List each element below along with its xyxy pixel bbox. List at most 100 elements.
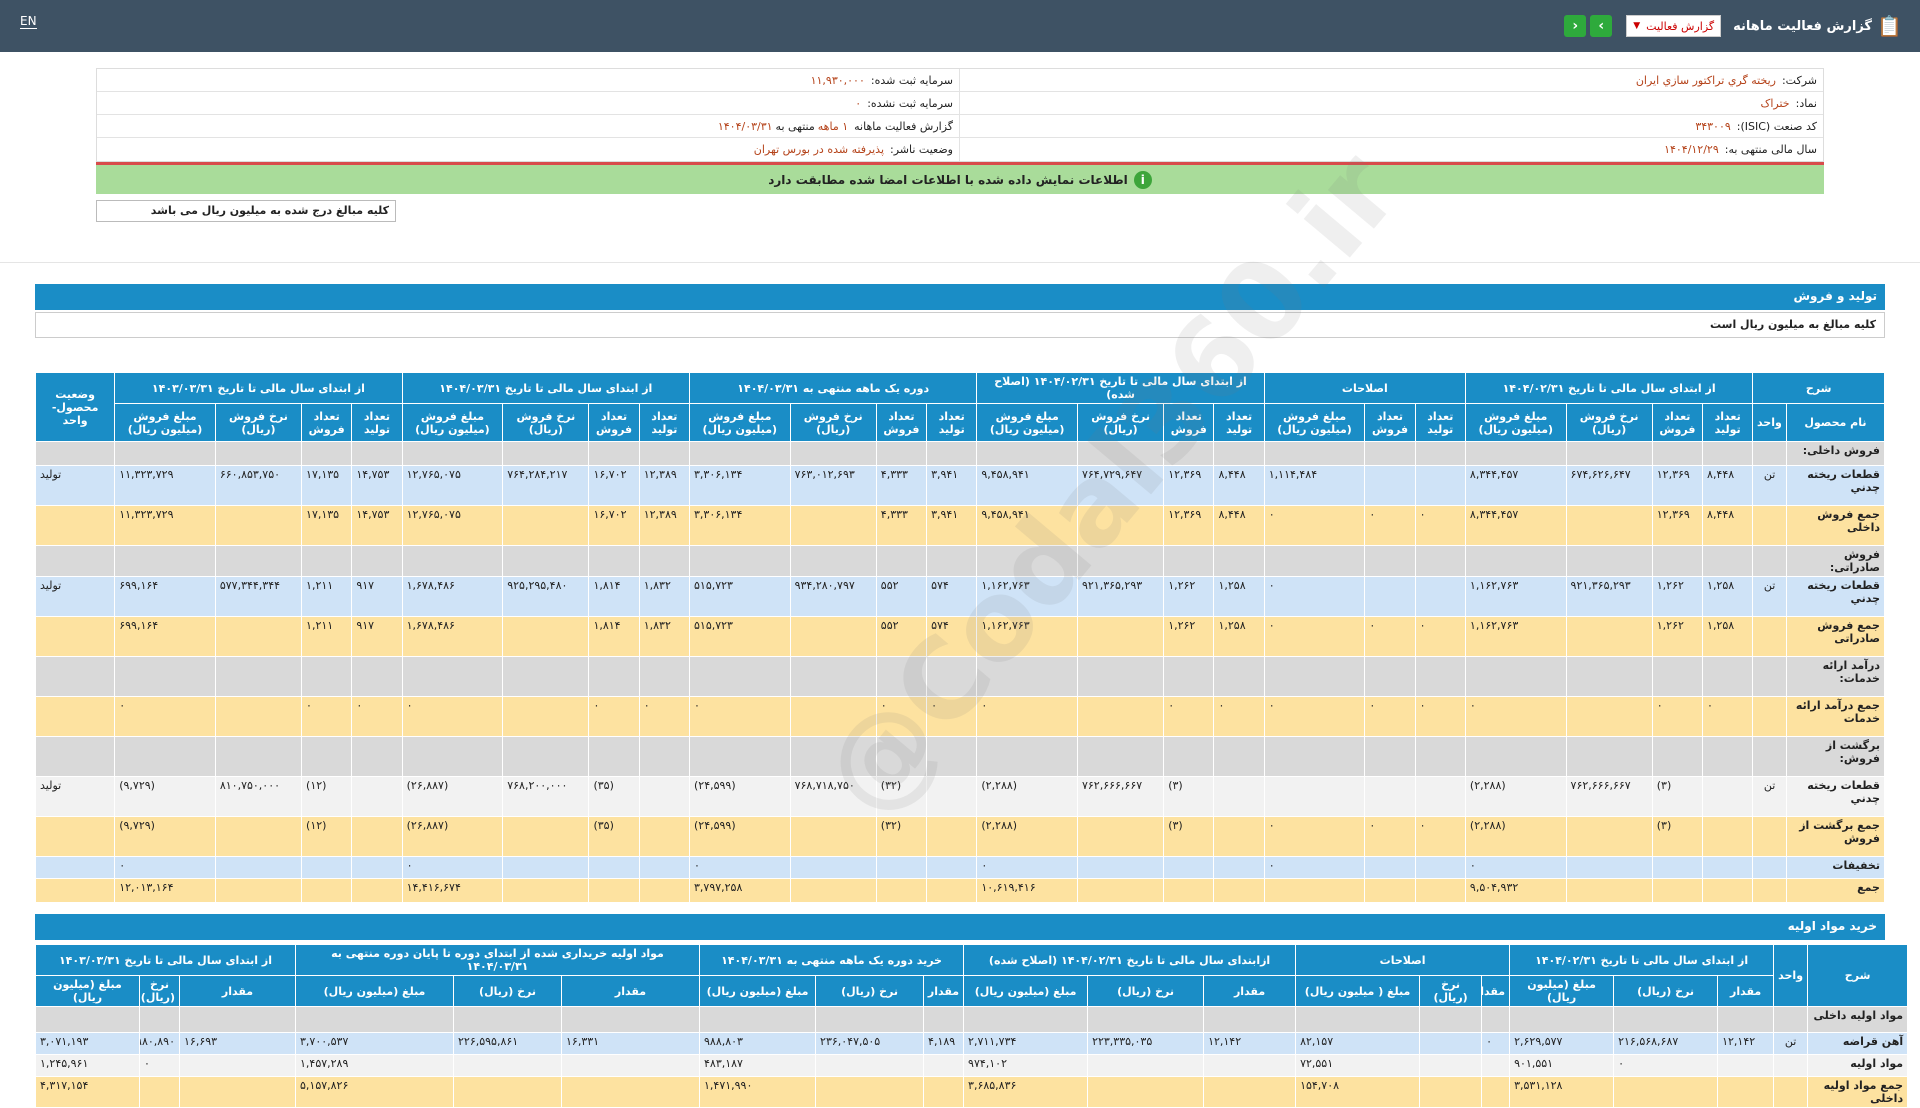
table-cell: ۰ [1651, 696, 1704, 737]
column-header: نرخ (ریال) [139, 975, 180, 1007]
divider [0, 262, 1920, 263]
table-cell: ۷۲,۵۵۱ [1295, 1054, 1421, 1077]
table-cell [1163, 736, 1215, 777]
table-cell: ۳,۶۸۵,۸۳۶ [963, 1076, 1089, 1108]
table-cell [1773, 1076, 1809, 1108]
table-cell [214, 656, 303, 697]
table-cell [1419, 1054, 1483, 1077]
table-cell: ۶۹۹,۱۶۴ [114, 576, 216, 617]
table-cell [1565, 616, 1653, 657]
table-row: فروش صادراتی: [34, 545, 1886, 577]
table-cell: ۰ [401, 856, 504, 879]
table-row: جمع فروش صادراتی ۱,۲۵۸ ۱,۲۶۲ ۱,۱۶۲,۷۶۳ ۰ ۰ ۰ ۱,… [34, 616, 1886, 657]
table-cell [789, 736, 877, 777]
table-cell: (۳۵) [588, 776, 640, 817]
table-cell: ۴۸۳,۱۸۷ [699, 1054, 817, 1077]
table-cell: ۱۲,۳۶۹ [1651, 505, 1704, 546]
table-cell [1414, 856, 1466, 879]
table-cell [351, 856, 403, 879]
production-sales-table: شرح از ابتدای سال مالی تا تاریخ ۱۴۰۴/۰۲/۳… [34, 372, 1886, 903]
table-cell [34, 616, 116, 657]
table-cell [1565, 816, 1653, 857]
fiscal-year-value: ۱۴۰۴/۱۲/۲۹ [1664, 143, 1719, 156]
table-cell [689, 441, 791, 466]
table-cell: ۱,۲۶۲ [1651, 616, 1704, 657]
table-cell [638, 878, 691, 903]
column-header: تعداد فروش [875, 403, 928, 442]
table-cell: ۰ [1414, 505, 1466, 546]
column-header: مبلغ (میلیون ریال) [294, 975, 455, 1007]
table-cell: ۵۷۴ [926, 616, 978, 657]
page-title: گزارش فعالیت ماهانه [1733, 18, 1872, 34]
table-cell: ۷۶۸,۷۱۸,۷۵۰ [789, 776, 877, 817]
table-cell: ۰ [1364, 616, 1416, 657]
table-cell [1464, 736, 1567, 777]
table-cell: ۳,۳۰۶,۱۳۴ [689, 505, 791, 546]
table-cell [926, 776, 978, 817]
table-cell [1364, 465, 1416, 506]
prev-button[interactable]: ‹ [1564, 15, 1587, 37]
table-cell [1414, 736, 1466, 777]
group-header: از ابتدای سال مالی تا تاریخ ۱۴۰۳/۰۳/۳۱ [114, 372, 403, 404]
table-cell: ۹۲۵,۲۹۵,۴۸۰ [502, 576, 590, 617]
table-cell [638, 816, 691, 857]
table-cell [1203, 1054, 1297, 1077]
table-cell [926, 545, 978, 577]
chevron-right-icon: › [1598, 18, 1605, 34]
table-cell [1702, 878, 1754, 903]
row-label: آهن قراضه [1807, 1032, 1909, 1055]
table-cell: ۴,۳۳۳ [875, 505, 928, 546]
table-cell [588, 441, 640, 466]
verification-banner: i اطلاعات نمایش داده شده با اطلاعات امضا… [96, 162, 1824, 194]
table-cell [789, 878, 877, 903]
table-cell [638, 776, 691, 817]
table-cell [926, 878, 978, 903]
chevron-down-icon: ▼ [1633, 21, 1641, 31]
table-cell [789, 856, 877, 879]
table-cell [214, 856, 303, 879]
table-cell [976, 545, 1078, 577]
table-cell [1414, 465, 1466, 506]
table-cell: ۱,۶۷۸,۴۸۶ [401, 576, 504, 617]
table-cell: ۹,۴۵۸,۹۴۱ [976, 465, 1078, 506]
table-cell [1163, 878, 1215, 903]
table-cell: ۱,۱۶۲,۷۶۳ [976, 616, 1078, 657]
language-toggle[interactable]: EN [20, 14, 37, 29]
table-cell: تن [1752, 576, 1787, 617]
table-cell: ۹۱۷ [351, 616, 403, 657]
column-header: نرخ (ریال) [815, 975, 925, 1007]
column-header: نرخ (ریال) [1087, 975, 1205, 1007]
table-cell: ۰ [689, 856, 791, 879]
table-cell [34, 816, 116, 857]
table-cell: ۰ [139, 1054, 180, 1077]
table-cell [1565, 656, 1653, 697]
table-cell: ۱,۴۵۷,۲۸۹ [294, 1054, 455, 1077]
table-cell [1651, 545, 1704, 577]
table-cell: ۳,۹۴۱ [926, 505, 978, 546]
column-header: مبلغ (میلیون ریال) [1509, 975, 1615, 1007]
table-cell [301, 856, 353, 879]
table-cell [401, 736, 504, 777]
table-cell: ۱۶,۷۰۲ [588, 505, 640, 546]
table-cell: (۳) [1651, 816, 1704, 857]
column-header: تعداد تولید [1702, 403, 1754, 442]
table-cell [179, 1076, 296, 1108]
table-cell [1414, 656, 1466, 697]
table-cell: ۸,۳۴۴,۴۵۷ [1464, 465, 1567, 506]
table-cell: ۱۲,۷۶۵,۰۷۵ [401, 505, 504, 546]
column-header: مقدار [179, 975, 296, 1007]
table-cell [1087, 1076, 1205, 1108]
column-header: نرخ فروش (ریال) [789, 403, 877, 442]
group-header: از ابتدای سال مالی تا تاریخ ۱۴۰۴/۰۲/۳۱ [1464, 372, 1754, 404]
table-cell [1364, 736, 1416, 777]
table-cell [1203, 1076, 1297, 1108]
group-header: اصلاحات [1263, 372, 1466, 404]
row-label: تخفیفات [1785, 856, 1886, 879]
next-button[interactable]: › [1590, 15, 1613, 37]
table-cell: ۵۷۴ [926, 576, 978, 617]
table-cell [35, 1006, 140, 1033]
table-cell [453, 1006, 563, 1033]
table-cell [114, 656, 216, 697]
report-type-select[interactable]: گزارش فعالیت ▼ [1626, 15, 1722, 37]
verification-message: اطلاعات نمایش داده شده با اطلاعات امضا ش… [768, 172, 1128, 187]
